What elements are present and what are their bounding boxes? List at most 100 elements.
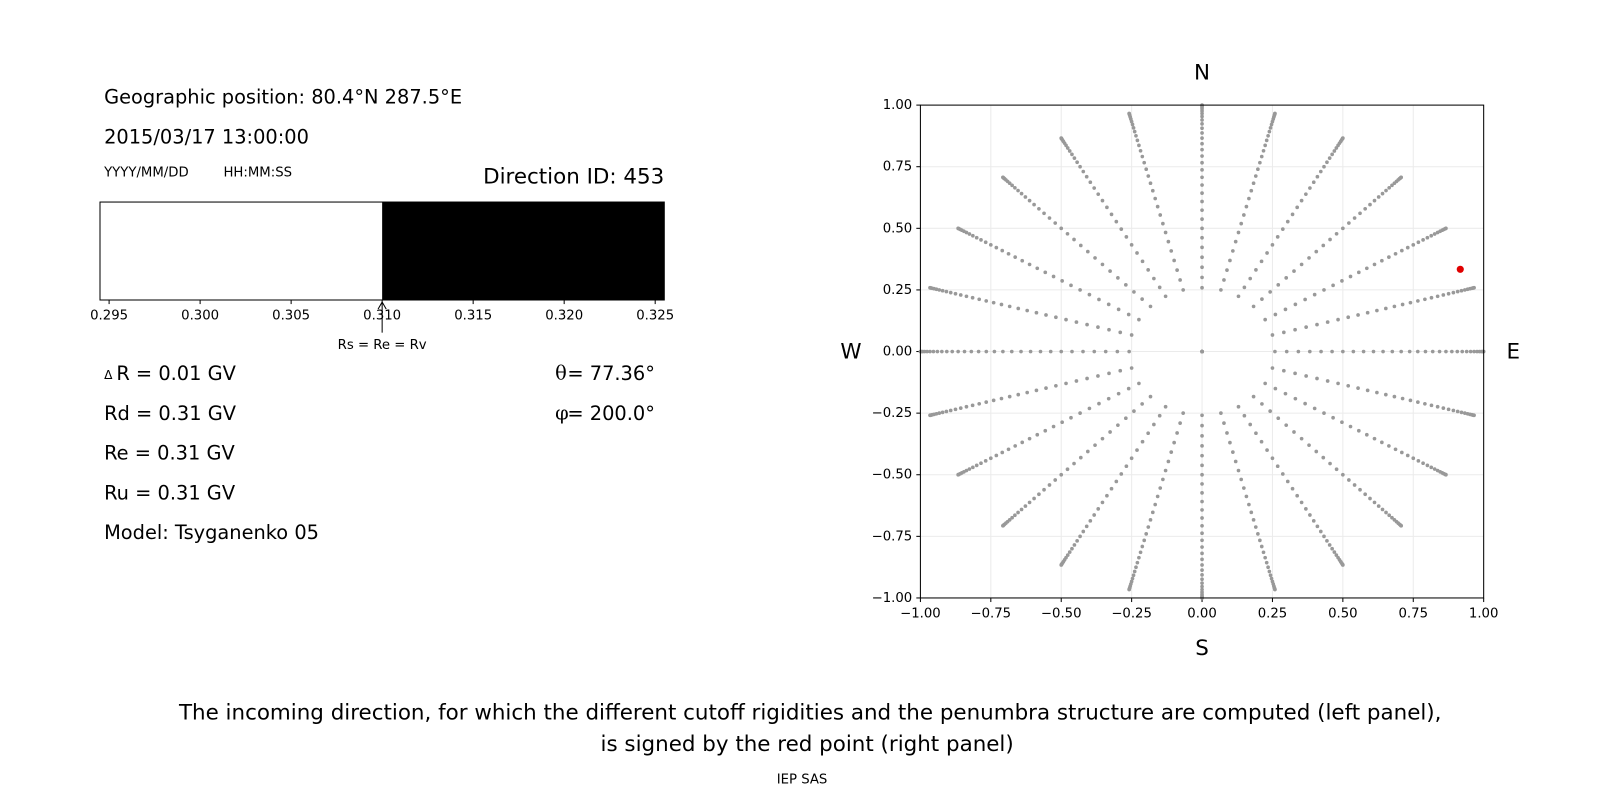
direction-point <box>1311 180 1316 185</box>
direction-point <box>1437 349 1442 354</box>
direction-point <box>1276 416 1281 421</box>
direction-point <box>1429 295 1434 300</box>
direction-point <box>970 403 975 408</box>
direction-point <box>1016 510 1020 515</box>
direction-point <box>970 295 975 300</box>
direction-point <box>1225 268 1229 272</box>
direction-point <box>1312 406 1317 411</box>
direction-point <box>1280 227 1285 231</box>
direction-point <box>1116 423 1120 428</box>
arrow-head <box>377 301 387 310</box>
direction-point <box>1375 390 1379 395</box>
direction-point <box>1020 258 1025 263</box>
direction-point <box>1293 371 1297 376</box>
direction-point <box>948 408 953 413</box>
direction-point <box>1273 386 1278 391</box>
direction-point <box>1092 349 1097 354</box>
direction-point <box>1263 381 1268 386</box>
direction-point <box>1280 472 1285 476</box>
direction-point <box>1421 461 1425 466</box>
datetime: 2015/03/17 13:00:00 <box>104 125 309 148</box>
direction-point <box>1429 403 1434 408</box>
direction-point <box>1468 349 1473 354</box>
direction-point <box>1200 245 1204 250</box>
y-tick-label: −0.75 <box>872 529 913 544</box>
x-tick-label: 0.320 <box>545 308 583 323</box>
direction-point <box>1134 565 1138 570</box>
direction-point <box>1356 386 1360 390</box>
direction-point <box>1132 569 1137 574</box>
footer: IEP SAS <box>777 773 828 788</box>
direction-point <box>1390 183 1394 188</box>
direction-point <box>1352 216 1357 220</box>
direction-point <box>1330 152 1334 157</box>
direction-point <box>1093 443 1097 447</box>
direction-point <box>1027 262 1032 267</box>
direction-point <box>1137 317 1141 322</box>
direction-point <box>1108 269 1112 273</box>
direction-point <box>1242 486 1246 490</box>
caption-line: The incoming direction, for which the di… <box>178 700 1442 725</box>
direction-point <box>1200 265 1204 270</box>
direction-point <box>1299 198 1304 203</box>
direction-point <box>1013 444 1018 448</box>
direction-point <box>1131 573 1136 578</box>
direction-point <box>1166 459 1171 464</box>
direction-point <box>1064 317 1068 322</box>
direction-point <box>1146 431 1150 436</box>
direction-point <box>1135 251 1139 255</box>
direction-point <box>1114 219 1119 224</box>
direction-point <box>1348 424 1353 429</box>
direction-point <box>1158 213 1163 217</box>
direction-point <box>1318 169 1323 174</box>
direction-point <box>1332 149 1337 153</box>
direction-point <box>1016 392 1021 397</box>
direction-point <box>953 407 958 412</box>
direction-point <box>1148 181 1153 186</box>
direction-point <box>1330 546 1334 551</box>
x-tick-label: 0.00 <box>1187 606 1217 621</box>
y-tick-label: −0.50 <box>872 468 913 483</box>
direction-point <box>1032 202 1036 207</box>
direction-point <box>1259 259 1264 264</box>
direction-point <box>1358 487 1362 492</box>
direction-point <box>1053 221 1058 225</box>
direction-point <box>1346 315 1351 320</box>
direction-point <box>1462 411 1467 415</box>
direction-point <box>1096 374 1100 378</box>
direction-point <box>1256 532 1260 536</box>
direction-point <box>1084 174 1089 179</box>
direction-point <box>1261 148 1266 153</box>
direction-point <box>1097 401 1101 406</box>
direction-point <box>988 242 993 247</box>
direction-point <box>1322 411 1326 415</box>
penumbra-segment <box>100 202 383 300</box>
direction-point <box>1400 302 1405 307</box>
direction-point <box>976 349 981 354</box>
direction-point <box>1334 231 1339 236</box>
x-tick-label: −1.00 <box>900 606 941 621</box>
direction-point <box>1123 416 1128 421</box>
direction-point <box>1054 315 1058 320</box>
direction-point <box>1142 160 1147 165</box>
direction-point <box>1200 122 1204 126</box>
direction-point <box>1146 525 1151 529</box>
direction-point <box>1380 258 1384 263</box>
direction-point <box>1259 544 1264 549</box>
direction-point <box>1441 406 1446 410</box>
penumbra-segment <box>382 202 665 300</box>
direction-point <box>1059 136 1064 140</box>
direction-point <box>1037 492 1041 497</box>
direction-point <box>931 349 936 354</box>
direction-point <box>1044 313 1048 317</box>
direction-point <box>1268 126 1273 130</box>
direction-point <box>1150 510 1155 515</box>
direction-point <box>1181 288 1186 292</box>
re: Re = 0.31 GV <box>104 442 235 465</box>
direction-point <box>1009 349 1014 354</box>
direction-point <box>1372 198 1377 203</box>
direction-point <box>1236 404 1241 409</box>
direction-point <box>1025 390 1030 395</box>
direction-point <box>1178 278 1182 282</box>
date-format: YYYY/MM/DD <box>103 165 189 180</box>
